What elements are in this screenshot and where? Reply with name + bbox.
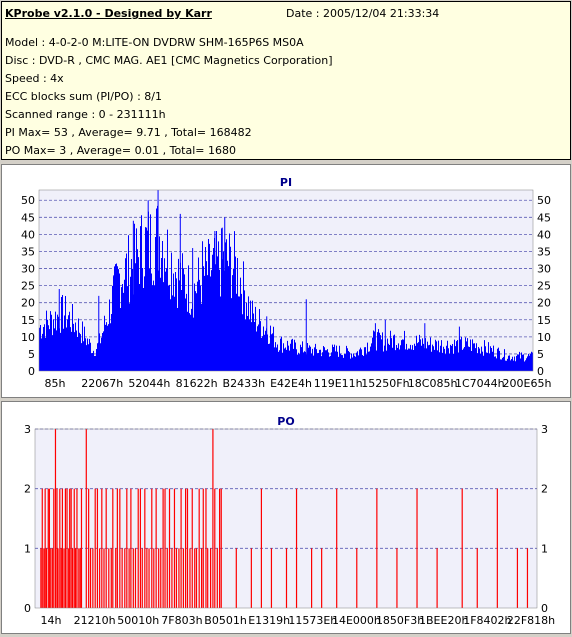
y-tick-left: 0 <box>24 602 31 615</box>
x-tick-label: 18C085h <box>408 377 458 390</box>
x-tick-label: B0501h <box>204 614 247 627</box>
pi-chart-panel: PI 0 0 5 5 10 10 15 15 20 20 25 25 30 30 35 35 40 40 45 45 50… <box>1 164 571 398</box>
y-tick-right: 50 <box>537 194 551 207</box>
x-tick-label: 85h <box>45 377 66 390</box>
x-tick-label: E42E4h <box>270 377 312 390</box>
x-tick-label: 1C7044h <box>455 377 505 390</box>
chart-title: PI <box>280 176 292 189</box>
po-chart: PO 0 0 1 1 2 2 3 3 14h 21210h 50010h 7F803h B0501h E13… <box>24 415 555 627</box>
x-tick-label: 14E000h <box>332 614 381 627</box>
y-tick-right: 45 <box>537 211 551 224</box>
y-tick-left: 15 <box>21 314 35 327</box>
y-tick-left: 20 <box>21 297 35 310</box>
x-tick-label: 52044h <box>128 377 170 390</box>
x-tick-label: 15250Fh <box>361 377 409 390</box>
x-tick-label: 14h <box>41 614 62 627</box>
x-tick-label: 7F803h <box>161 614 202 627</box>
disc-line: Disc : DVD-R , CMC MAG. AE1 [CMC Magneti… <box>5 54 333 67</box>
x-tick-label: 119E11h <box>314 377 363 390</box>
ecc-line: ECC blocks sum (PI/PO) : 8/1 <box>5 90 162 103</box>
y-tick-right: 35 <box>537 245 551 258</box>
x-tick-label: 1BEE20h <box>419 614 468 627</box>
x-tick-label: B2433h <box>223 377 266 390</box>
y-tick-right: 1 <box>541 542 548 555</box>
x-tick-label: 50010h <box>117 614 159 627</box>
chart-title: PO <box>277 415 294 428</box>
y-tick-right: 30 <box>537 263 551 276</box>
y-tick-left: 25 <box>21 280 35 293</box>
y-tick-left: 30 <box>21 263 35 276</box>
x-tick-label: 1F8402h <box>463 614 511 627</box>
y-tick-right: 2 <box>541 483 548 496</box>
y-tick-left: 5 <box>28 348 35 361</box>
y-tick-right: 20 <box>537 297 551 310</box>
y-tick-right: 5 <box>537 348 544 361</box>
y-tick-right: 15 <box>537 314 551 327</box>
y-tick-left: 2 <box>24 483 31 496</box>
info-panel: KProbe v2.1.0 - Designed by Karr Date : … <box>1 1 571 160</box>
y-tick-left: 0 <box>28 365 35 378</box>
y-tick-right: 0 <box>537 365 544 378</box>
y-tick-left: 10 <box>21 331 35 344</box>
scan-date: Date : 2005/12/04 21:33:34 <box>286 7 440 20</box>
y-tick-left: 50 <box>21 194 35 207</box>
pi-summary-line: PI Max= 53 , Average= 9.71 , Total= 1684… <box>5 126 252 139</box>
y-tick-right: 10 <box>537 331 551 344</box>
y-tick-left: 40 <box>21 228 35 241</box>
y-tick-left: 3 <box>24 423 31 436</box>
y-tick-left: 1 <box>24 542 31 555</box>
po-chart-panel: PO 0 0 1 1 2 2 3 3 14h 21210h 50010h 7F803h B0501h E13… <box>1 401 571 634</box>
x-tick-label: 11573Eh <box>288 614 337 627</box>
y-tick-left: 45 <box>21 211 35 224</box>
x-tick-label: 21210h <box>74 614 116 627</box>
pi-chart: PI 0 0 5 5 10 10 15 15 20 20 25 25 30 30 35 35 40 40 45 45 50… <box>21 176 552 390</box>
app-title: KProbe v2.1.0 - Designed by Karr <box>5 7 212 20</box>
x-tick-label: 22F818h <box>507 614 555 627</box>
x-tick-label: 1850F3h <box>376 614 424 627</box>
x-tick-label: 81622h <box>176 377 218 390</box>
y-tick-right: 40 <box>537 228 551 241</box>
y-tick-right: 3 <box>541 423 548 436</box>
model-line: Model : 4-0-2-0 M:LITE-ON DVDRW SHM-165P… <box>5 36 304 49</box>
x-tick-label: E1319h <box>248 614 290 627</box>
y-tick-left: 35 <box>21 245 35 258</box>
y-tick-right: 25 <box>537 280 551 293</box>
y-tick-right: 0 <box>541 602 548 615</box>
range-line: Scanned range : 0 - 231111h <box>5 108 166 121</box>
speed-line: Speed : 4x <box>5 72 64 85</box>
x-tick-label: 200E65h <box>503 377 552 390</box>
x-tick-label: 22067h <box>81 377 123 390</box>
po-summary-line: PO Max= 3 , Average= 0.01 , Total= 1680 <box>5 144 236 157</box>
